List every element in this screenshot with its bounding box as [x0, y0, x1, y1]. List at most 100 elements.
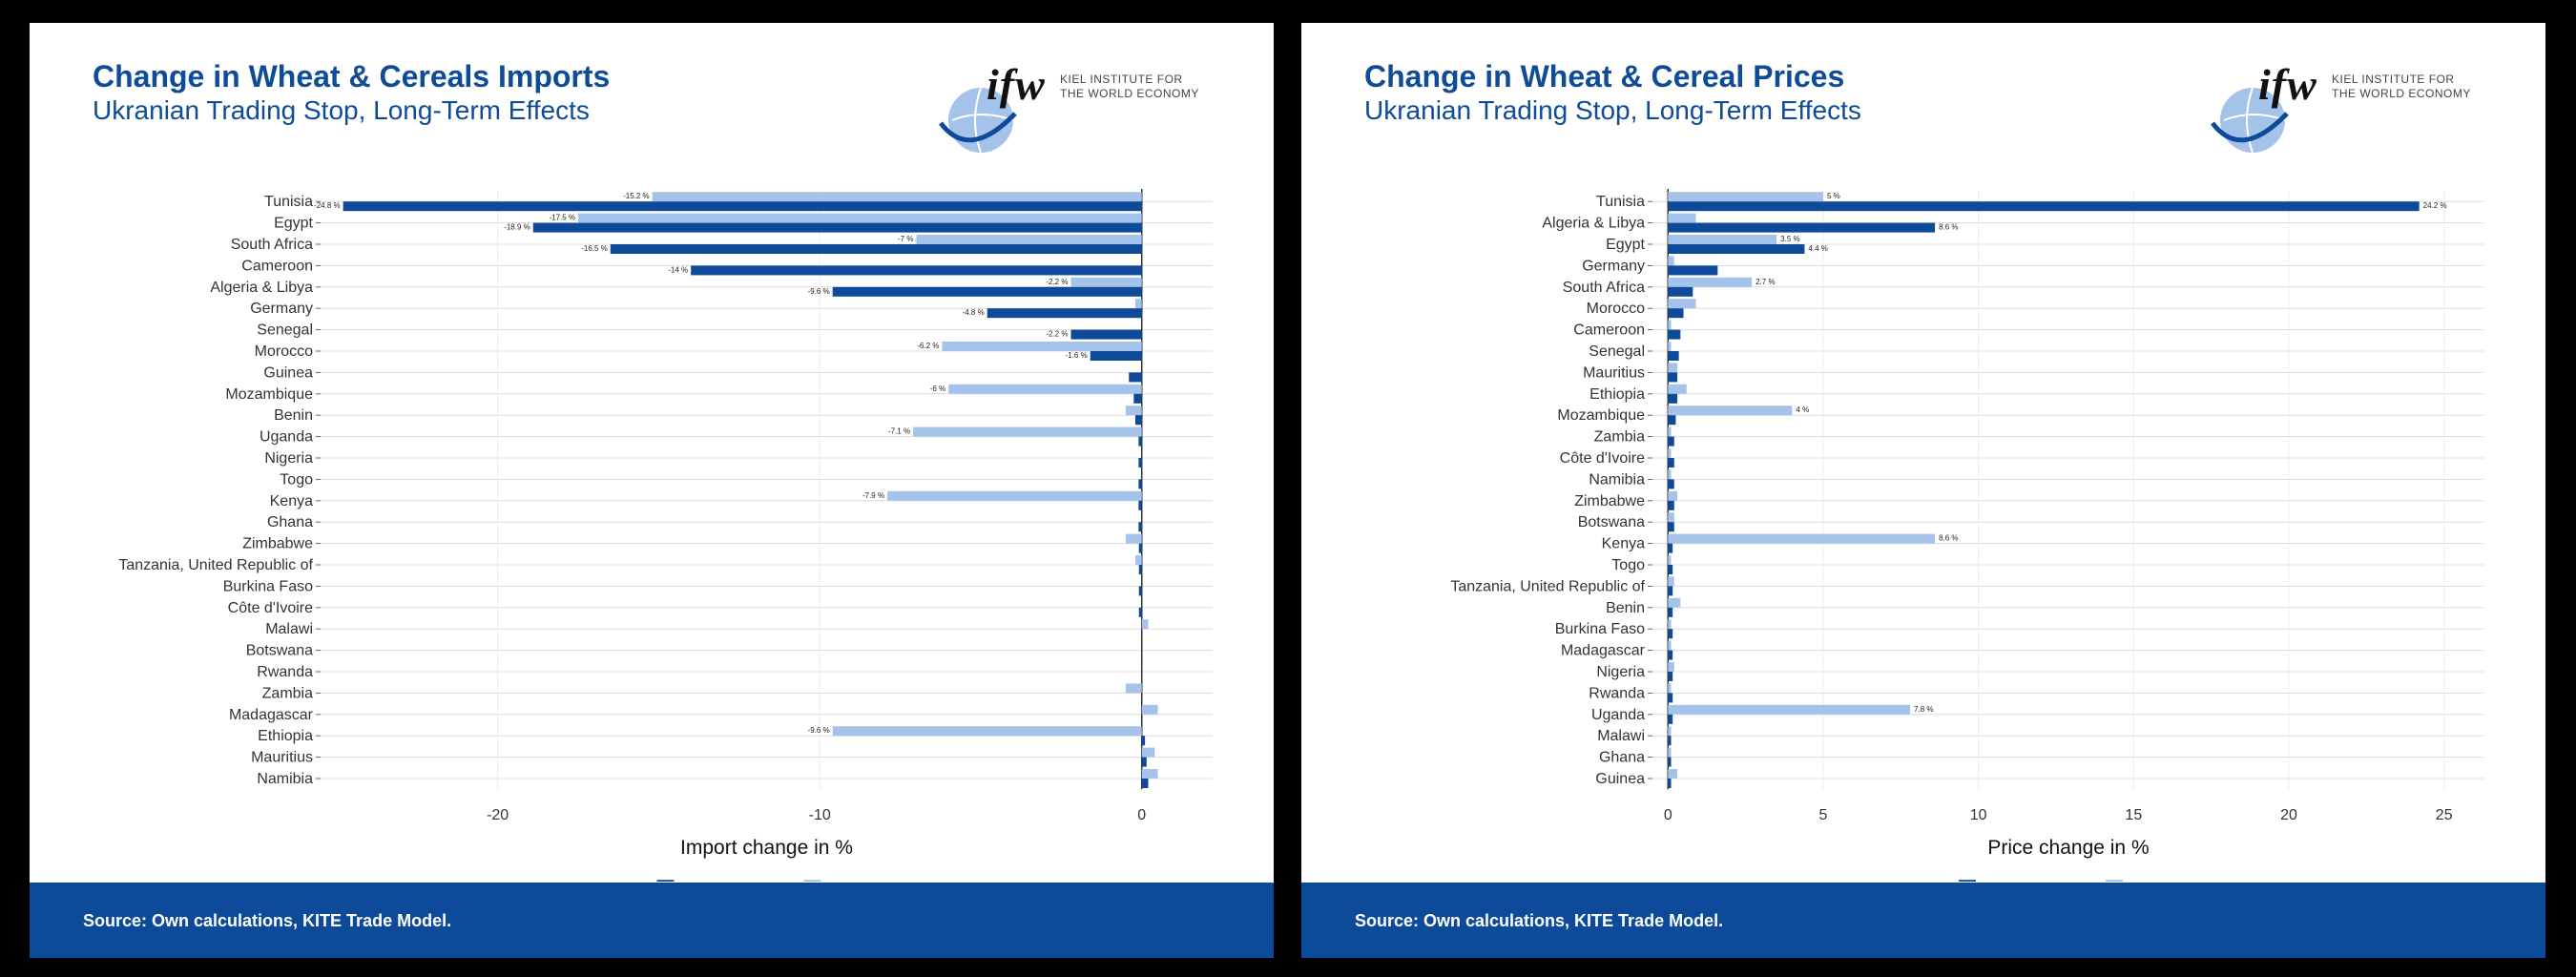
category-label: Kenya — [270, 493, 313, 509]
bar-wheat — [1668, 213, 1696, 223]
data-label: 24.2 % — [2423, 201, 2447, 210]
category-label: Togo — [280, 471, 313, 488]
bar-other-cereals — [1668, 607, 1673, 617]
bar-wheat — [1070, 277, 1142, 287]
bar-wheat — [948, 384, 1142, 394]
x-tick-label: 25 — [2436, 807, 2453, 823]
ifw-logo: ifw KIEL INSTITUTE FOR THE WORLD ECONOMY — [2203, 52, 2518, 176]
data-label: -7 % — [898, 235, 913, 243]
category-label: Senegal — [1589, 343, 1645, 360]
data-label: 4.4 % — [1808, 244, 1827, 253]
bar-other-cereals — [1668, 500, 1674, 510]
legend-label-other-cereals: Other cereals — [1984, 880, 2081, 882]
category-label: Zimbabwe — [1574, 493, 1645, 509]
data-label: -18.9 % — [504, 223, 530, 232]
bar-wheat — [1668, 405, 1793, 416]
bar-other-cereals — [1138, 607, 1142, 617]
bar-other-cereals — [1070, 329, 1142, 340]
bar-wheat — [1668, 726, 1672, 737]
data-label: -9.6 % — [808, 287, 830, 296]
category-label: Ethiopia — [1589, 386, 1645, 403]
category-label: Botswana — [246, 643, 313, 659]
category-label: Germany — [1582, 258, 1645, 274]
data-label: -4.8 % — [963, 308, 985, 317]
bar-other-cereals — [1668, 565, 1673, 574]
data-label: 4 % — [1796, 405, 1809, 414]
bar-wheat — [1141, 769, 1158, 779]
category-label: Zambia — [262, 685, 313, 701]
x-tick-label: -20 — [487, 807, 509, 823]
bar-wheat — [1134, 299, 1142, 309]
x-tick-label: 15 — [2125, 807, 2142, 823]
bar-wheat — [1668, 277, 1753, 287]
data-label: -14 % — [668, 265, 688, 274]
category-label: Benin — [1606, 600, 1645, 616]
category-label: Tunisia — [1596, 194, 1645, 210]
data-label: -1.6 % — [1066, 351, 1088, 360]
category-label: Rwanda — [257, 664, 313, 680]
legend-swatch-wheat — [803, 880, 821, 882]
category-label: Namibia — [1589, 471, 1645, 488]
data-label: 3.5 % — [1780, 235, 1799, 243]
bar-wheat — [1125, 405, 1142, 416]
legend-swatch-wheat — [2106, 880, 2123, 882]
category-label: Mozambique — [1557, 407, 1645, 424]
category-label: Kenya — [1602, 536, 1645, 552]
bar-wheat — [1668, 533, 1936, 544]
chart-subtitle: Ukranian Trading Stop, Long-Term Effects — [1364, 95, 1861, 125]
bar-other-cereals — [1141, 736, 1146, 746]
category-label: Zimbabwe — [242, 536, 313, 552]
category-label: Rwanda — [1589, 685, 1645, 701]
bar-other-cereals — [832, 286, 1142, 297]
bar-wheat — [652, 192, 1142, 202]
bar-other-cereals — [1668, 308, 1684, 319]
source-text: Source: Own calculations, KITE Trade Mod… — [83, 911, 452, 930]
bar-other-cereals — [691, 265, 1142, 276]
bar-other-cereals — [1668, 479, 1674, 489]
category-label: Tunisia — [264, 194, 313, 210]
data-label: -6.2 % — [917, 342, 939, 350]
category-label: Uganda — [1591, 707, 1645, 723]
bar-other-cereals — [1668, 372, 1678, 383]
bar-wheat — [942, 342, 1142, 351]
logo-institute-text: KIEL INSTITUTE FOR THE WORLD ECONOMY — [1060, 73, 1199, 100]
source-text: Source: Own calculations, KITE Trade Mod… — [1355, 911, 1724, 930]
x-tick-label: 10 — [1970, 807, 1987, 823]
bar-other-cereals — [1668, 757, 1672, 767]
x-tick-label: 5 — [1819, 807, 1828, 823]
bar-wheat — [1668, 469, 1672, 480]
bar-other-cereals — [1668, 693, 1673, 703]
bar-wheat — [832, 726, 1142, 737]
bar-wheat — [1668, 235, 1777, 244]
logo-wordmark: ifw — [2258, 60, 2317, 109]
category-label: Côte d'Ivoire — [228, 600, 313, 616]
category-label: Nigeria — [264, 450, 313, 467]
bar-other-cereals — [1668, 779, 1672, 788]
category-label: Mauritius — [251, 750, 313, 766]
bar-wheat — [1668, 448, 1672, 458]
category-label: Burkina Faso — [223, 578, 313, 594]
bar-other-cereals — [1668, 458, 1674, 468]
bar-other-cereals — [1668, 244, 1805, 254]
category-label: Zambia — [1594, 429, 1645, 446]
bar-wheat — [1668, 597, 1681, 608]
bar-other-cereals — [1668, 286, 1693, 297]
legend-label-wheat: Wheat — [829, 880, 876, 882]
bar-other-cereals — [1668, 393, 1678, 404]
bar-other-cereals — [1668, 629, 1673, 639]
bar-wheat — [1668, 490, 1678, 501]
bar-wheat — [1141, 747, 1155, 758]
category-label: Mauritius — [1583, 364, 1645, 381]
bar-other-cereals — [1668, 265, 1718, 276]
bar-other-cereals — [610, 244, 1142, 254]
bar-other-cereals — [1133, 393, 1142, 404]
price-change-chart: 0 5 10 15 20 25 Tunisia Algeria & Libya Egypt Ger… — [1450, 189, 2484, 882]
data-label: -7.1 % — [888, 427, 910, 436]
legend-swatch-other-cereals — [656, 880, 675, 882]
data-label: -15.2 % — [623, 192, 650, 200]
globe-icon — [2211, 87, 2289, 154]
bar-other-cereals — [1141, 757, 1147, 767]
category-label: Algeria & Libya — [1542, 216, 1645, 232]
bar-other-cereals — [1668, 415, 1676, 426]
source-footer: Source: Own calculations, KITE Trade Mod… — [30, 883, 1274, 958]
